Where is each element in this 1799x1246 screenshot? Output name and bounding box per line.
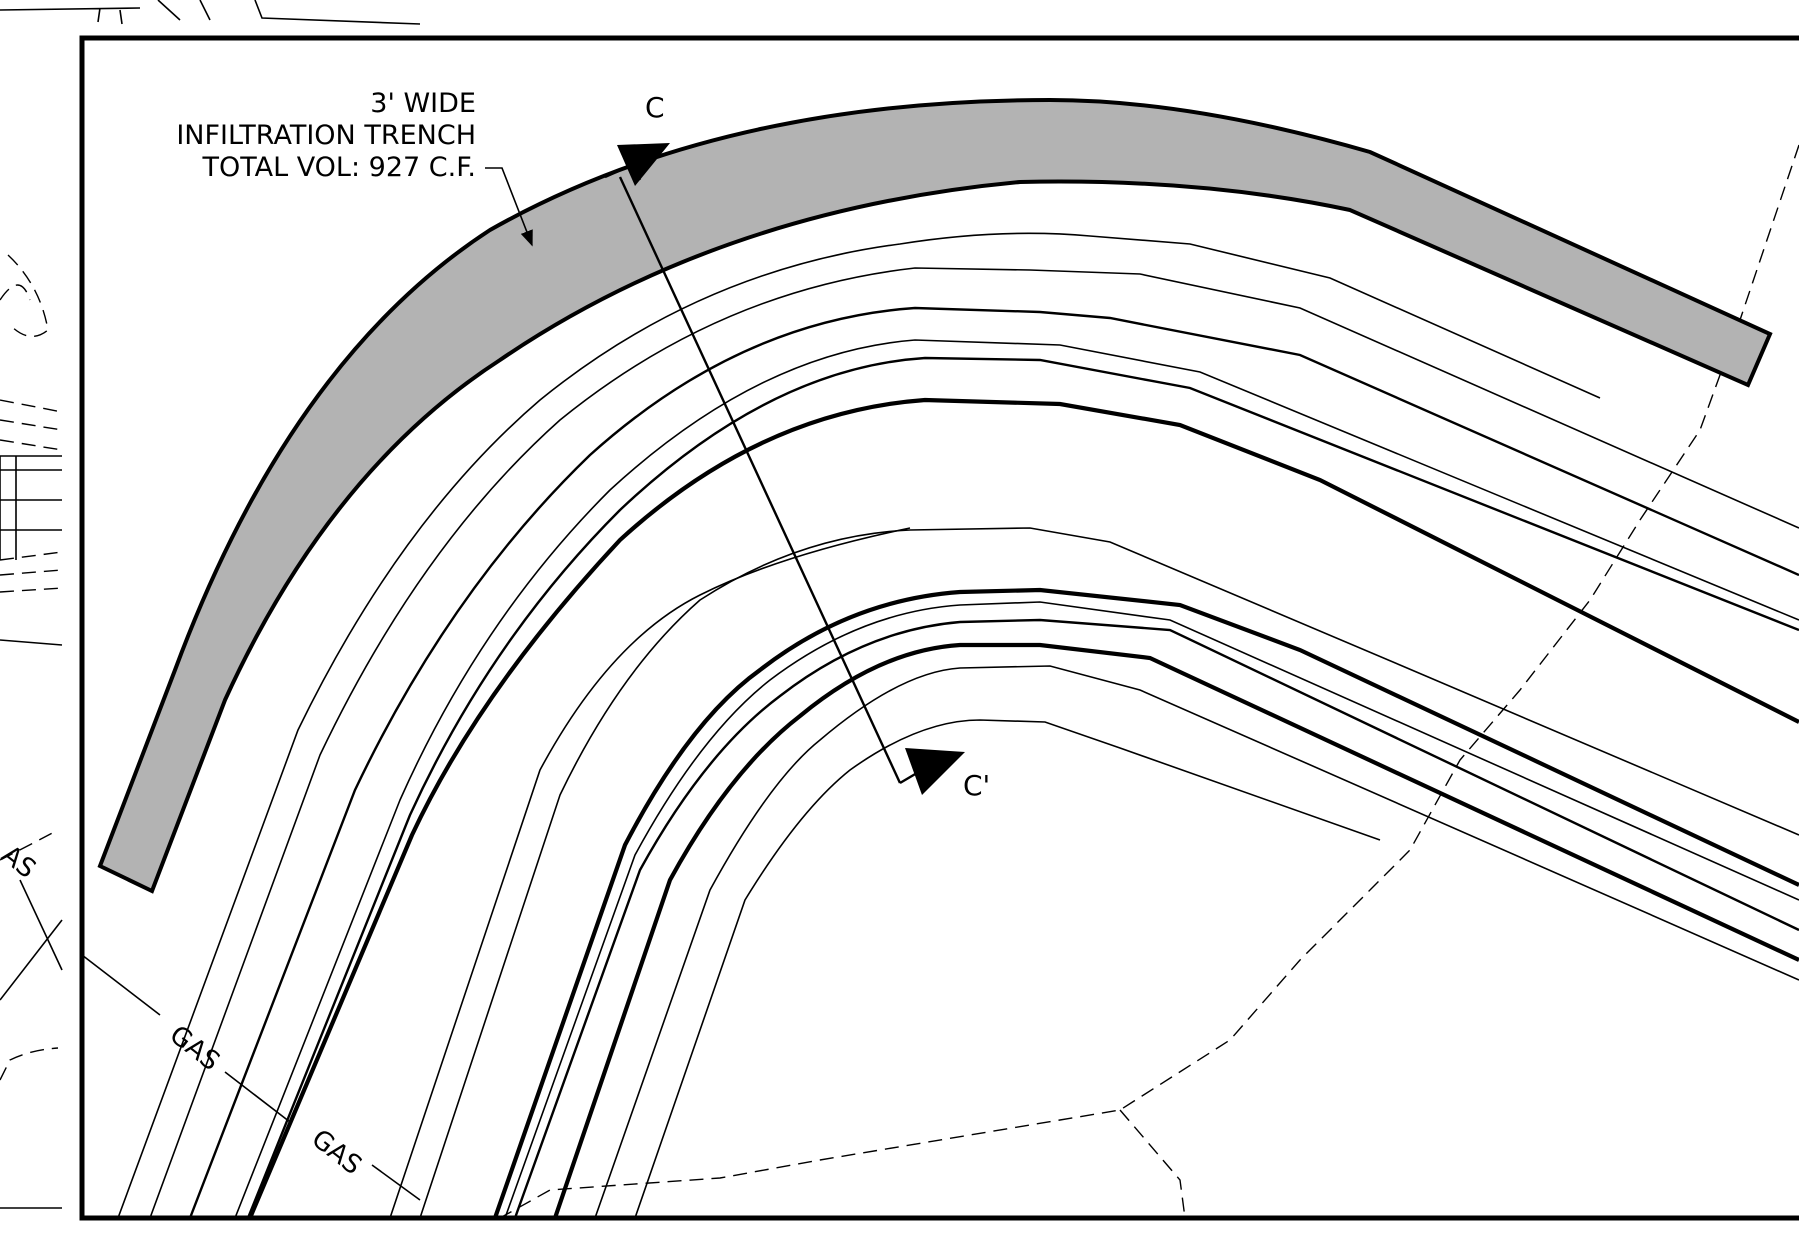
outside-frame-linework	[0, 0, 421, 1209]
trench-label-volume: TOTAL VOL: 927 C.F.	[201, 152, 476, 183]
contour-line	[389, 527, 911, 1218]
trench-label-width: 3' WIDE	[370, 88, 476, 119]
plan-content: GAS GAS	[82, 91, 1799, 1218]
trench-callout-leader	[485, 167, 533, 247]
trench-callout: 3' WIDE INFILTRATION TRENCH TOTAL VOL: 9…	[176, 88, 476, 183]
drawing-frame	[79, 35, 1799, 1221]
section-arrow-c-prime	[905, 748, 965, 795]
property-boundary	[499, 144, 1799, 1218]
trench-label-type: INFILTRATION TRENCH	[176, 120, 476, 151]
road-centerline	[419, 527, 1799, 1218]
section-arrow-c	[617, 143, 670, 186]
infiltration-trench	[97, 97, 1773, 894]
road-curb-lines-outer	[117, 232, 1799, 1218]
gas-line: GAS GAS	[82, 954, 421, 1201]
gas-label: GAS	[306, 1124, 367, 1181]
section-cut-c: C C'	[604, 91, 990, 802]
road-curb-lines-inner	[493, 587, 1799, 1218]
section-label-c: C	[645, 91, 665, 124]
section-label-c-prime: C'	[963, 769, 990, 802]
gas-label-partial: AS	[0, 840, 41, 885]
